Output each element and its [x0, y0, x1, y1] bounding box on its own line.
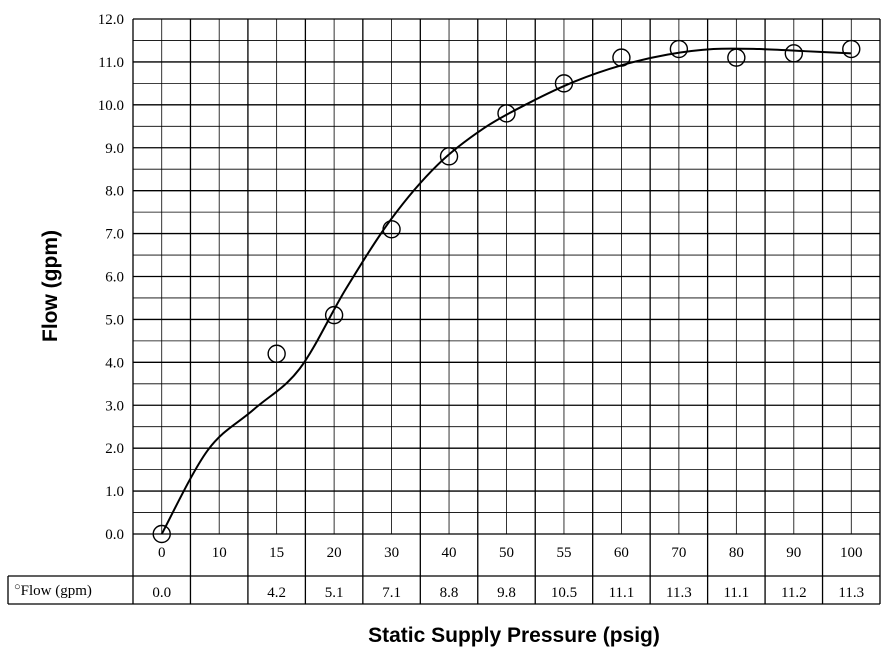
y-tick-label: 6.0 — [105, 270, 124, 286]
table-row-label-text: Flow (gpm) — [21, 583, 92, 599]
flow-table: ○Flow (gpm) 0.0 4.2 5.1 7.1 8.8 9.8 10.5 11.1 11.… — [14, 581, 864, 601]
x-axis-ticks: 0 10 15 20 30 40 50 55 60 70 80 90 100 — [158, 545, 863, 561]
data-point — [727, 48, 746, 67]
table-cell: 0.0 — [152, 585, 171, 601]
table-cell: 11.1 — [723, 585, 749, 601]
y-axis-ticks: 0.0 1.0 2.0 3.0 4.0 5.0 6.0 7.0 8.0 9.0 10.0 11.0 12… — [98, 12, 124, 543]
data-point — [267, 344, 286, 363]
x-tick-label: 90 — [786, 545, 801, 561]
y-tick-label: 7.0 — [105, 227, 124, 243]
data-point — [324, 305, 344, 325]
x-tick-label: 10 — [212, 545, 227, 561]
x-tick-label: 15 — [269, 545, 284, 561]
x-tick-label: 50 — [499, 545, 514, 561]
data-point — [842, 39, 861, 59]
data-point — [152, 524, 171, 544]
data-point — [784, 44, 804, 63]
circle-marker-icon: ○ — [14, 581, 21, 593]
data-point — [669, 39, 689, 59]
y-tick-label: 0.0 — [105, 527, 124, 543]
data-point — [439, 147, 459, 166]
y-axis-title: Flow (gpm) — [39, 230, 62, 342]
table-cell: 7.1 — [382, 585, 401, 601]
x-tick-label: 60 — [614, 545, 629, 561]
data-point — [382, 220, 401, 239]
y-tick-label: 5.0 — [105, 312, 124, 328]
chart-grid — [7, 18, 881, 605]
x-tick-label: 55 — [556, 545, 571, 561]
data-point — [612, 48, 631, 67]
table-cell: 11.3 — [666, 585, 692, 601]
y-tick-label: 8.0 — [105, 184, 124, 200]
y-tick-label: 4.0 — [105, 355, 124, 371]
table-cell: 11.3 — [838, 585, 864, 601]
data-point — [554, 74, 574, 93]
y-tick-label: 2.0 — [105, 441, 124, 457]
x-tick-label: 30 — [384, 545, 399, 561]
table-cell: 11.2 — [781, 585, 807, 601]
x-tick-label: 0 — [158, 545, 166, 561]
x-tick-label: 70 — [671, 545, 686, 561]
table-row-label: ○Flow (gpm) — [14, 581, 92, 599]
x-tick-label: 20 — [327, 545, 342, 561]
y-tick-label: 9.0 — [105, 141, 124, 157]
x-tick-label: 80 — [729, 545, 744, 561]
data-points — [152, 39, 861, 544]
data-point — [497, 104, 516, 123]
y-tick-label: 12.0 — [98, 12, 124, 28]
table-cell: 9.8 — [497, 585, 516, 601]
table-cell: 4.2 — [267, 585, 286, 601]
fit-curve — [160, 47, 852, 535]
y-tick-label: 3.0 — [105, 398, 124, 414]
x-tick-label: 40 — [442, 545, 457, 561]
table-cell: 5.1 — [325, 585, 344, 601]
y-tick-label: 11.0 — [98, 55, 124, 71]
table-cell: 8.8 — [440, 585, 459, 601]
y-tick-label: 1.0 — [105, 484, 124, 500]
table-cell: 10.5 — [551, 585, 577, 601]
x-axis-title: Static Supply Pressure (psig) — [368, 624, 660, 647]
x-tick-label: 100 — [840, 545, 863, 561]
table-cell: 11.1 — [609, 585, 635, 601]
y-tick-label: 10.0 — [98, 98, 124, 114]
